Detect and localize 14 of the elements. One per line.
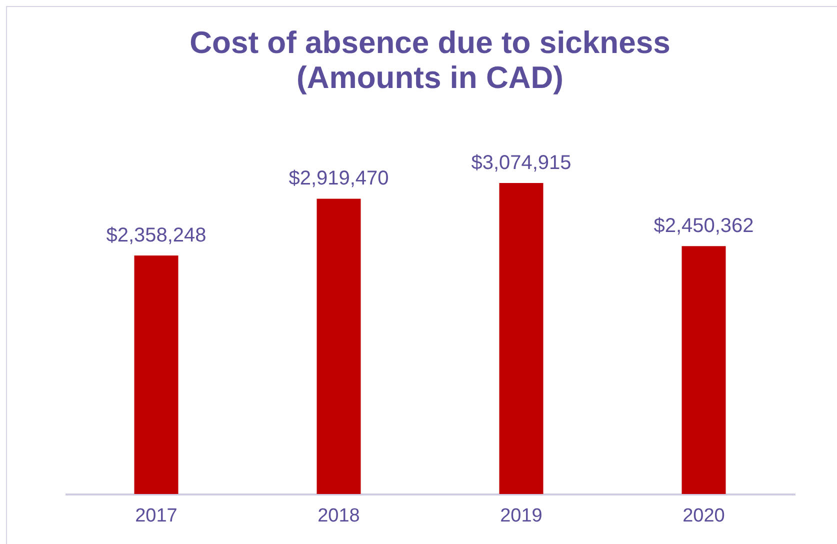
data-label: $2,919,470	[288, 168, 389, 190]
bar	[499, 183, 544, 494]
data-label: $3,074,915	[471, 152, 572, 174]
bar	[316, 198, 361, 494]
chart-title: Cost of absence due to sickness	[190, 25, 670, 60]
data-label: $2,450,362	[654, 215, 754, 238]
chart-subtitle: (Amounts in CAD)	[296, 60, 564, 95]
x-tick-label: 2020	[682, 506, 725, 526]
data-label: $2,358,248	[106, 224, 206, 246]
x-tick-label: 2017	[135, 506, 178, 526]
x-tick-label: 2019	[500, 506, 542, 526]
x-tick-label: 2018	[318, 506, 360, 526]
bar	[682, 246, 726, 494]
bar	[134, 255, 178, 494]
